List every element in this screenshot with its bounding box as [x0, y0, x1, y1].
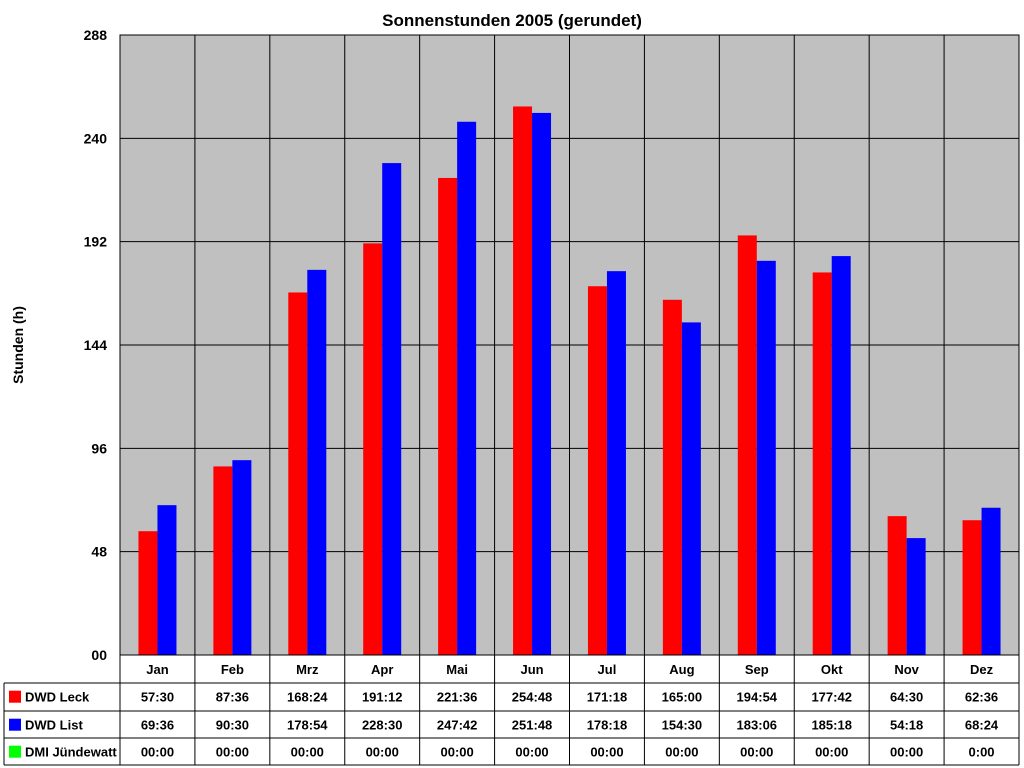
- y-tick-label: 00: [91, 647, 107, 663]
- bar: [307, 269, 327, 655]
- bar: [887, 516, 907, 655]
- data-table-cell: 00:00: [366, 745, 399, 760]
- data-table-cell: 168:24: [287, 690, 328, 705]
- data-table-cell: 221:36: [437, 690, 477, 705]
- legend-key: [9, 690, 21, 703]
- x-category-label: Jul: [598, 662, 617, 677]
- data-table-cell: 68:24: [965, 718, 999, 733]
- data-table-cell: 00:00: [590, 745, 623, 760]
- y-tick-label: 48: [91, 544, 107, 560]
- data-table-cell: 178:54: [287, 718, 328, 733]
- bar: [962, 520, 982, 655]
- data-table-cell: 00:00: [441, 745, 474, 760]
- x-category-label: Apr: [371, 662, 393, 677]
- legend-label: DWD List: [25, 718, 83, 733]
- data-table-cell: 178:18: [587, 718, 627, 733]
- bar: [756, 260, 776, 655]
- bar: [232, 460, 252, 655]
- data-table-cell: 00:00: [740, 745, 773, 760]
- data-table-cell: 191:12: [362, 690, 402, 705]
- legend-key: [9, 718, 21, 731]
- data-table-cell: 247:42: [437, 718, 477, 733]
- bar: [363, 243, 383, 655]
- x-category-label: Dez: [970, 662, 994, 677]
- bar: [831, 256, 851, 655]
- bar: [906, 538, 926, 655]
- x-category-label: Sep: [745, 662, 769, 677]
- data-table-cell: 177:42: [811, 690, 851, 705]
- data-table-cell: 90:30: [216, 718, 249, 733]
- data-table-cell: 228:30: [362, 718, 402, 733]
- data-table-cell: 194:54: [737, 690, 778, 705]
- data-table-cell: 00:00: [665, 745, 698, 760]
- data-table-cell: 00:00: [815, 745, 848, 760]
- bar: [812, 272, 832, 655]
- data-table-cell: 00:00: [515, 745, 548, 760]
- data-table-cell: 87:36: [216, 690, 249, 705]
- data-table-cell: 254:48: [512, 690, 552, 705]
- x-category-label: Mrz: [296, 662, 319, 677]
- bar: [457, 121, 477, 655]
- data-table-cell: 69:36: [141, 718, 174, 733]
- y-tick-label: 240: [84, 130, 108, 146]
- bar: [532, 112, 552, 656]
- bar: [213, 466, 233, 655]
- y-tick-label: 288: [84, 27, 108, 43]
- data-table-cell: 154:30: [662, 718, 702, 733]
- bar: [438, 177, 458, 655]
- bar: [587, 286, 607, 655]
- data-table-cell: 00:00: [141, 745, 174, 760]
- bar: [681, 322, 701, 655]
- data-table-cell: 165:00: [662, 690, 702, 705]
- data-table-cell: 00:00: [291, 745, 324, 760]
- bar: [157, 505, 177, 655]
- x-category-label: Feb: [221, 662, 244, 677]
- data-table-cell: 171:18: [587, 690, 627, 705]
- x-category-label: Mai: [446, 662, 468, 677]
- bar: [288, 292, 308, 655]
- data-table-cell: 00:00: [890, 745, 923, 760]
- x-category-label: Okt: [821, 662, 843, 677]
- bar: [662, 299, 682, 655]
- data-table-cell: 64:30: [890, 690, 923, 705]
- bar: [606, 271, 626, 655]
- data-table-cell: 00:00: [216, 745, 249, 760]
- x-category-label: Nov: [894, 662, 919, 677]
- bar: [382, 163, 402, 655]
- bar: [138, 531, 158, 655]
- chart-title: Sonnenstunden 2005 (gerundet): [382, 11, 642, 30]
- x-category-label: Jun: [520, 662, 543, 677]
- x-category-label: Aug: [669, 662, 694, 677]
- legend-key: [9, 745, 21, 758]
- data-table-cell: 62:36: [965, 690, 998, 705]
- data-table-cell: 185:18: [811, 718, 851, 733]
- y-tick-label: 192: [84, 234, 108, 250]
- data-table-cell: 0:00: [969, 745, 995, 760]
- bar: [737, 235, 757, 655]
- x-category-label: Jan: [146, 662, 168, 677]
- bar: [981, 507, 1001, 655]
- legend-label: DWD Leck: [25, 690, 90, 705]
- y-axis-label: Stunden (h): [10, 306, 26, 384]
- data-table-cell: 251:48: [512, 718, 552, 733]
- bar: [513, 106, 533, 655]
- data-table-cell: 54:18: [890, 718, 923, 733]
- y-tick-label: 96: [91, 440, 107, 456]
- data-table-cell: 57:30: [141, 690, 174, 705]
- data-table-cell: 183:06: [737, 718, 777, 733]
- y-tick-label: 144: [84, 337, 108, 353]
- legend-label: DMI Jündewatt: [25, 745, 117, 760]
